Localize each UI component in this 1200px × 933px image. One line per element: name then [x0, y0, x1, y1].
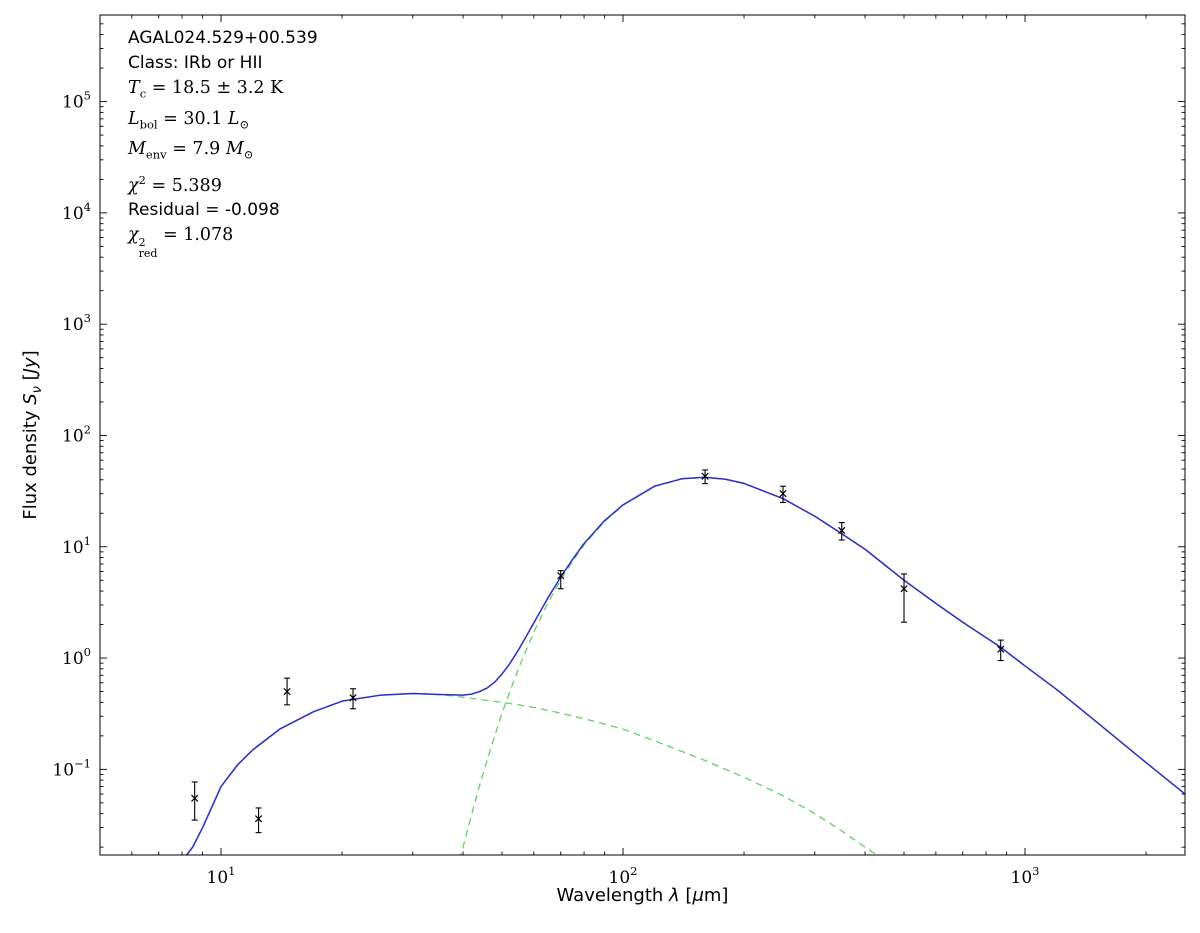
bolometric-luminosity: Lbol = 30.1 L⊙: [128, 108, 250, 132]
svg-text:105: 105: [62, 89, 91, 113]
chi-symbol: χ: [128, 175, 139, 196]
chi-squared: χ2 = 5.389: [128, 172, 222, 196]
svg-text:102: 102: [609, 864, 638, 888]
class-label: Class: IRb or HII: [128, 53, 263, 73]
svg-text:103: 103: [62, 311, 91, 335]
temperature-symbol: T: [128, 78, 140, 98]
mass-symbol: M: [128, 139, 146, 159]
svg-text:102: 102: [62, 422, 91, 446]
envelope-mass: Menv = 7.9 M⊙: [128, 139, 254, 162]
chi-squared-reduced: χ 2 red = 1.078: [128, 225, 234, 261]
svg-text:Flux density Sν [Jy]: Flux density Sν [Jy]: [20, 350, 45, 519]
residual-value: Residual = -0.098: [128, 200, 280, 221]
luminosity-symbol: L: [128, 108, 140, 129]
svg-text:10−1: 10−1: [52, 756, 91, 780]
fit-parameter-block: AGAL024.529+00.539 Class: IRb or HII Tc …: [128, 26, 318, 260]
svg-text:101: 101: [62, 534, 91, 558]
svg-text:100: 100: [62, 645, 91, 669]
dust-temperature: Tc = 18.5 ± 3.2 K: [128, 78, 284, 101]
svg-text:103: 103: [1011, 864, 1040, 888]
chi-red-symbol: χ: [128, 225, 139, 246]
svg-text:Wavelength λ [μm]: Wavelength λ [μm]: [557, 885, 729, 906]
source-name: AGAL024.529+00.539: [128, 28, 318, 48]
svg-text:104: 104: [62, 200, 91, 224]
svg-text:101: 101: [207, 864, 236, 888]
